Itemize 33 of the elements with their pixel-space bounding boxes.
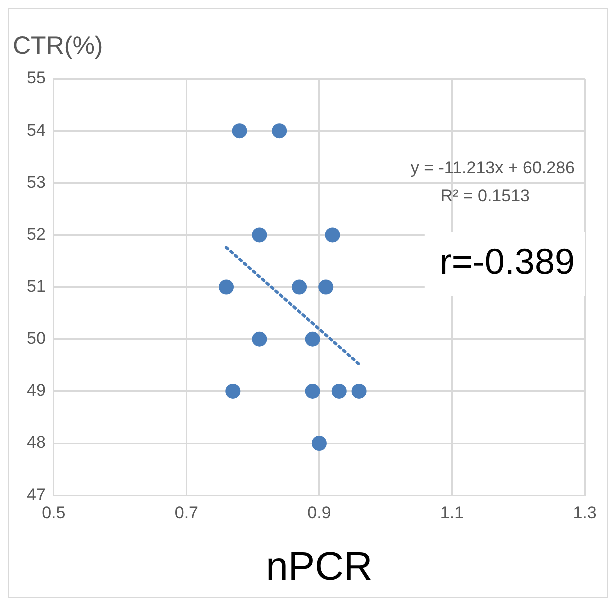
x-tick-label: 0.5: [42, 503, 66, 522]
y-tick-label: 49: [26, 381, 46, 400]
point: [292, 280, 308, 295]
annotation: y = -11.213x + 60.286: [410, 158, 575, 178]
point: [272, 124, 288, 139]
x-tick-label: 1.1: [440, 503, 464, 522]
point: [305, 332, 320, 347]
point: [332, 384, 347, 399]
annotation: R² = 0.1513: [440, 186, 530, 206]
annotation: r=-0.389: [440, 240, 575, 282]
y-tick-label: 55: [26, 68, 46, 88]
point: [252, 228, 268, 243]
y-tick-label: 53: [26, 172, 46, 192]
y-tick-label: 51: [26, 276, 46, 296]
point: [219, 280, 234, 295]
point: [232, 124, 248, 139]
x-tick-label: 1.3: [573, 503, 597, 522]
y-axis-title: CTR(%): [13, 32, 104, 60]
x-tick-label: 0.9: [308, 503, 332, 522]
point: [352, 384, 367, 399]
point: [312, 436, 327, 452]
point: [226, 384, 241, 399]
point: [318, 280, 334, 295]
point: [305, 384, 320, 399]
y-tick-label: 47: [26, 485, 46, 504]
x-axis-title: nPCR: [266, 545, 373, 590]
y-tick-label: 54: [26, 120, 46, 140]
y-tick-label: 50: [26, 329, 46, 348]
point: [252, 332, 268, 347]
x-tick-label: 0.7: [174, 503, 198, 522]
y-tick-label: 52: [26, 224, 46, 244]
point: [325, 228, 340, 243]
y-tick-label: 48: [26, 433, 46, 452]
